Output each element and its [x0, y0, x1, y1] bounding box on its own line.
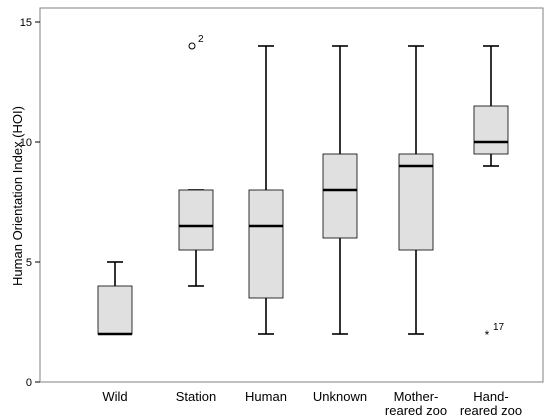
y-axis-label: Human Orientation Index (HOI)	[10, 106, 25, 286]
box-group	[97, 261, 133, 336]
box-iqr	[97, 285, 133, 335]
plot-frame	[39, 7, 544, 383]
box-series: 2 *17	[97, 34, 509, 342]
x-tick-label: Hand-	[473, 389, 508, 404]
x-tick-label: Mother-	[394, 389, 439, 404]
box-group	[398, 45, 434, 335]
y-tick-label: 5	[26, 257, 32, 269]
y-tick-label: 15	[20, 17, 32, 29]
y-tick-label: 10	[20, 137, 32, 149]
box-group	[322, 45, 358, 335]
x-tick-label: reared zoo	[385, 403, 447, 418]
x-tick-label: Human	[245, 389, 287, 404]
box-group	[248, 45, 284, 335]
x-tick-label: Wild	[102, 389, 127, 404]
box-group: 2	[178, 34, 214, 287]
outlier-star: *	[485, 328, 490, 342]
box-iqr	[473, 105, 509, 155]
x-tick-label: Unknown	[313, 389, 367, 404]
x-axis: Wild Station Human Unknown Mother-reared zoo…	[102, 389, 522, 418]
y-axis: 0 5 10 15	[20, 17, 40, 389]
outlier-label: 17	[493, 322, 505, 333]
box-iqr	[178, 189, 214, 251]
box-iqr	[398, 153, 434, 251]
outlier-circle	[188, 42, 196, 50]
x-tick-label: reared zoo	[460, 403, 522, 418]
box-iqr	[322, 153, 358, 239]
box-group: *17	[473, 45, 509, 342]
outlier-label: 2	[198, 34, 204, 45]
y-tick-label: 0	[26, 377, 32, 389]
x-tick-label: Station	[176, 389, 216, 404]
box-iqr	[248, 189, 284, 299]
